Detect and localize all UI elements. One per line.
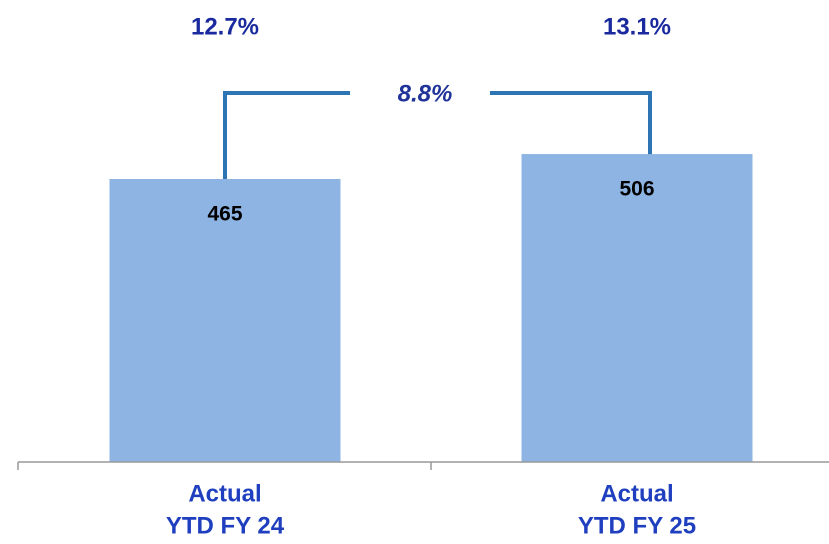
bar bbox=[521, 154, 753, 462]
growth-bracket bbox=[223, 91, 350, 180]
growth-label: 8.8% bbox=[398, 80, 453, 107]
bar bbox=[109, 179, 341, 462]
x-tick-label: Actual bbox=[600, 480, 673, 507]
value-label: 506 bbox=[619, 178, 654, 201]
margin-label: 12.7% bbox=[191, 13, 259, 40]
value-label: 465 bbox=[207, 203, 242, 226]
x-tick-label: YTD FY 24 bbox=[166, 512, 285, 539]
growth-bracket bbox=[490, 91, 652, 155]
x-tick-label: YTD FY 25 bbox=[578, 512, 696, 539]
x-tick-label: Actual bbox=[188, 480, 261, 507]
margin-label: 13.1% bbox=[603, 13, 671, 40]
